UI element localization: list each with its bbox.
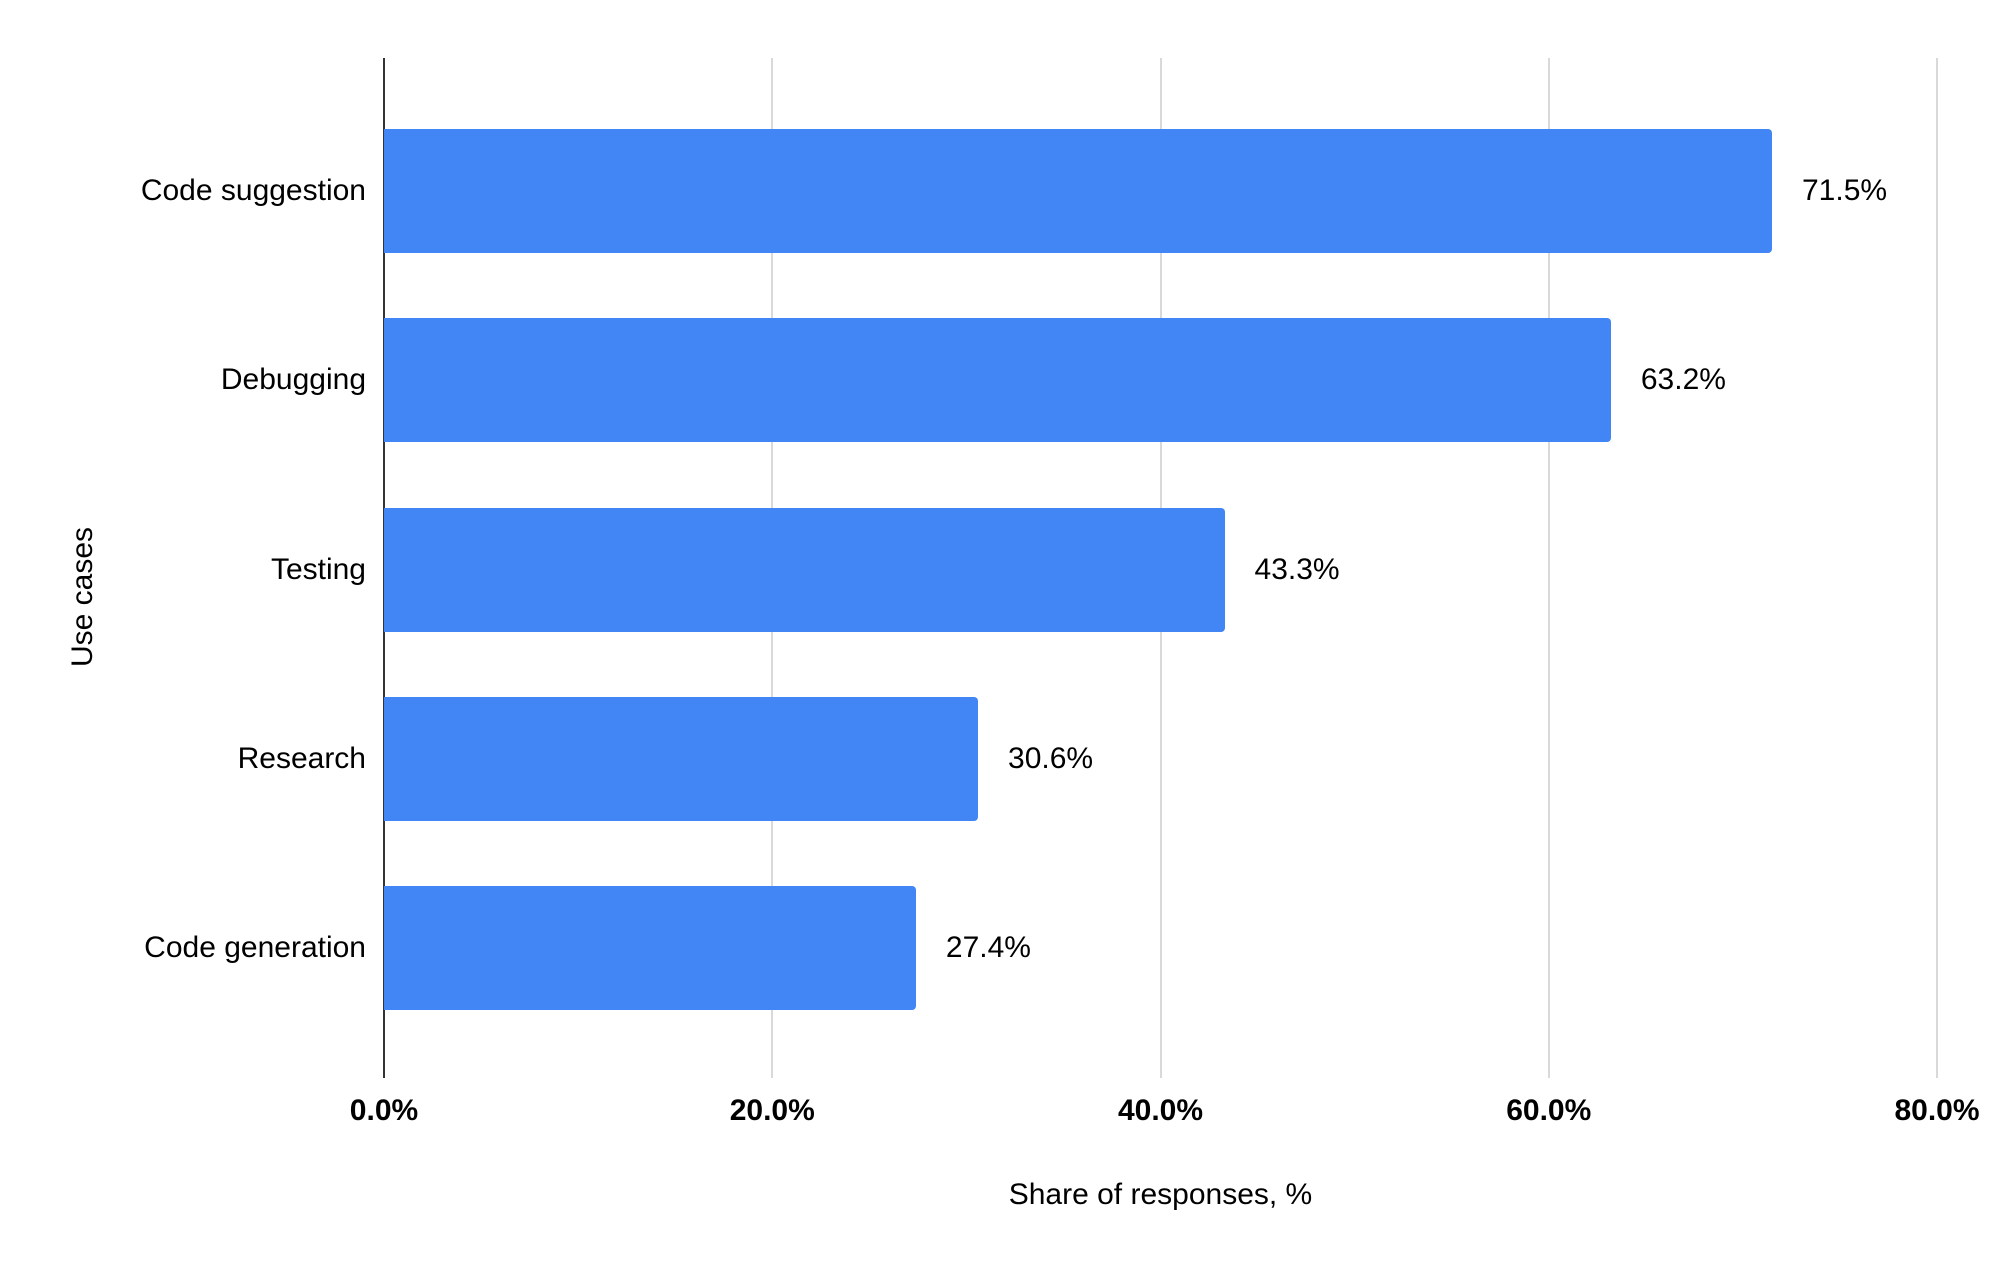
bar-track-debugging: 63.2% [384,285,1937,474]
bar-track-code-generation: 27.4% [384,854,1937,1043]
bar-row-research: Research 30.6% [0,664,1937,853]
x-axis-title: Share of responses, % [1008,1178,1313,1211]
value-label-debugging: 63.2% [1640,363,1726,397]
bar-debugging [384,318,1611,443]
bar-track-research: 30.6% [384,664,1937,853]
category-label-testing: Testing [270,552,366,586]
x-tick-label-20: 20.0% [729,1094,815,1127]
bar-research [384,696,979,821]
value-label-testing: 43.3% [1254,552,1340,586]
category-label-debugging: Debugging [220,363,366,397]
value-label-research: 30.6% [1008,741,1094,775]
bar-rows: Code suggestion 71.5% Debugging 63.2% Testin… [0,96,1937,1043]
gridline [1547,58,1550,1078]
bar-row-code-generation: Code generation 27.4% [0,854,1937,1043]
x-tick-label-80: 80.0% [1894,1094,1980,1127]
x-tick-label-0: 0.0% [349,1094,419,1127]
bar-track-code-suggestion: 71.5% [384,96,1937,285]
bar-code-suggestion [384,128,1772,253]
category-label-code-suggestion: Code suggestion [140,173,366,207]
value-label-code-generation: 27.4% [945,931,1031,965]
category-label-code-generation: Code generation [144,931,366,965]
gridline [1936,58,1938,1078]
bar-row-testing: Testing 43.3% [0,475,1937,664]
bar-row-code-suggestion: Code suggestion 71.5% [0,96,1937,285]
x-tick-label-40: 40.0% [1117,1094,1204,1127]
value-label-code-suggestion: 71.5% [1801,173,1888,207]
category-label-research: Research [237,741,366,775]
y-axis-title: Use cases [66,526,99,668]
bar-row-debugging: Debugging 63.2% [0,285,1937,474]
bar-testing [384,507,1225,632]
x-axis-ticks: 0.0% 20.0% 40.0% 60.0% 80.0% [350,1094,1980,1134]
bar-code-generation [384,886,916,1011]
x-tick-label-60: 60.0% [1506,1094,1592,1127]
bar-track-testing: 43.3% [384,475,1937,664]
